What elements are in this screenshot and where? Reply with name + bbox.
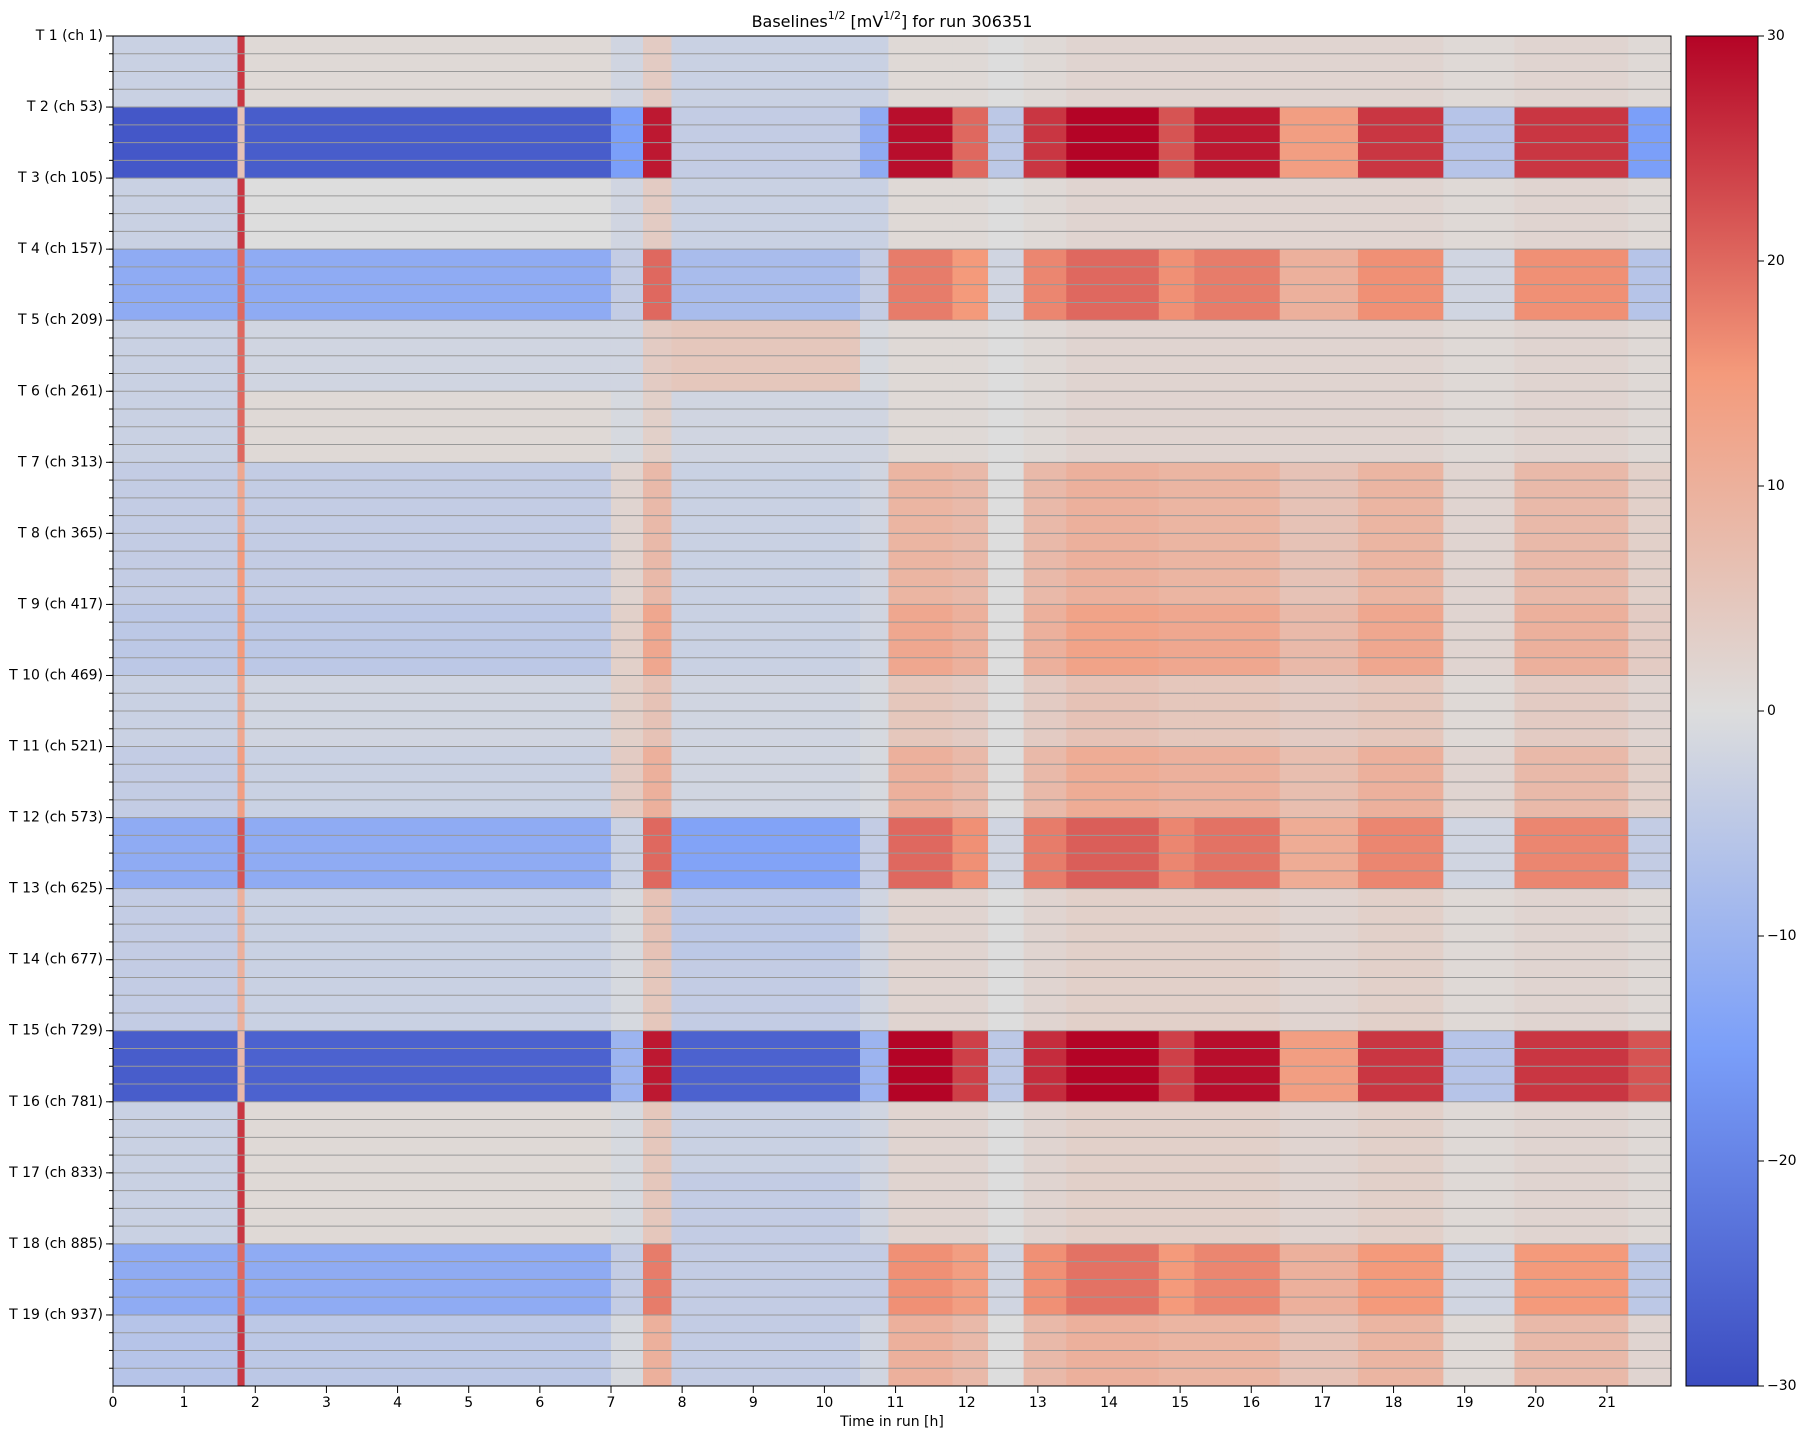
y-tick-label: T 3 (ch 105) [17,170,103,186]
x-tick-label: 4 [393,1395,402,1411]
y-tick-label: T 15 (ch 729) [8,1023,103,1039]
title-part: ] for run 306351 [901,12,1032,31]
x-tick-label: 7 [607,1395,616,1411]
y-tick-label: T 1 (ch 1) [35,28,103,44]
x-tick-label: 15 [1171,1395,1189,1411]
x-tick-label: 19 [1456,1395,1474,1411]
chart-title: Baselines1/2 [mV1/2] for run 306351 [752,9,1033,31]
title-part: 1/2 [883,9,901,22]
colorbar-tick-label: 20 [1767,253,1785,269]
x-tick-label: 12 [958,1395,976,1411]
title-part: [mV [845,12,883,31]
y-tick-label: T 4 (ch 157) [17,241,103,257]
x-tick-label: 0 [109,1395,118,1411]
y-tick-label: T 9 (ch 417) [17,596,103,612]
y-tick-label: T 18 (ch 885) [8,1236,103,1252]
colorbar-tick-label: −10 [1767,928,1797,944]
y-tick-label: T 16 (ch 781) [8,1094,103,1110]
x-tick-label: 6 [535,1395,544,1411]
plot-frame [112,35,1672,1387]
y-tick-label: T 14 (ch 677) [8,952,103,968]
x-tick-label: 13 [1029,1395,1047,1411]
y-tick-label: T 10 (ch 469) [8,667,103,683]
x-tick-label: 20 [1527,1395,1545,1411]
colorbar-tick-label: 10 [1767,478,1785,494]
colorbar-tick-label: −20 [1767,1153,1797,1169]
x-tick-label: 10 [816,1395,834,1411]
y-tick-label: T 6 (ch 261) [17,383,103,399]
x-tick-label: 16 [1242,1395,1260,1411]
y-tick-label: T 17 (ch 833) [8,1165,103,1181]
x-axis-label: Time in run [h] [839,1414,944,1430]
y-tick-label: T 8 (ch 365) [17,525,103,541]
x-tick-label: 2 [251,1395,260,1411]
colorbar-tick-label: −30 [1767,1378,1797,1394]
y-tick-label: T 5 (ch 209) [17,312,103,328]
x-tick-label: 18 [1385,1395,1403,1411]
x-tick-label: 9 [749,1395,758,1411]
colorbar-tick-label: 0 [1767,703,1776,719]
y-tick-label: T 19 (ch 937) [8,1307,103,1323]
x-tick-label: 1 [180,1395,189,1411]
title-part: 1/2 [828,9,846,22]
title-part: Baselines [752,12,828,31]
x-tick-label: 11 [887,1395,905,1411]
x-tick-label: 3 [322,1395,331,1411]
x-tick-label: 8 [678,1395,687,1411]
colorbar [1685,35,1759,1387]
colorbar-tick-label: 30 [1767,28,1785,44]
x-tick-label: 17 [1313,1395,1331,1411]
y-tick-label: T 12 (ch 573) [8,810,103,826]
y-tick-label: T 13 (ch 625) [8,881,103,897]
x-tick-label: 5 [464,1395,473,1411]
x-tick-label: 21 [1598,1395,1616,1411]
y-tick-label: T 2 (ch 53) [26,99,103,115]
x-tick-label: 14 [1100,1395,1118,1411]
y-tick-label: T 7 (ch 313) [17,454,103,470]
y-tick-label: T 11 (ch 521) [8,739,103,755]
